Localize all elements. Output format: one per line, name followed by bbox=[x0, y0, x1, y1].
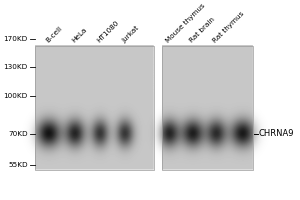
Text: 130KD: 130KD bbox=[3, 64, 28, 70]
Text: Rat thymus: Rat thymus bbox=[212, 11, 246, 44]
Text: 55KD: 55KD bbox=[8, 162, 28, 168]
Text: HeLa: HeLa bbox=[70, 27, 88, 44]
Text: Mouse thymus: Mouse thymus bbox=[165, 3, 207, 44]
Text: 70KD: 70KD bbox=[8, 131, 28, 137]
Bar bbox=[34, 46, 154, 170]
Text: Rat brain: Rat brain bbox=[189, 17, 216, 44]
Text: 170KD: 170KD bbox=[3, 36, 28, 42]
Bar bbox=[162, 46, 253, 170]
Text: CHRNA9: CHRNA9 bbox=[259, 129, 295, 138]
Text: B-cell: B-cell bbox=[44, 26, 63, 44]
Text: 100KD: 100KD bbox=[3, 93, 28, 99]
Text: Jurkat: Jurkat bbox=[121, 25, 140, 44]
Text: HT1080: HT1080 bbox=[96, 20, 120, 44]
